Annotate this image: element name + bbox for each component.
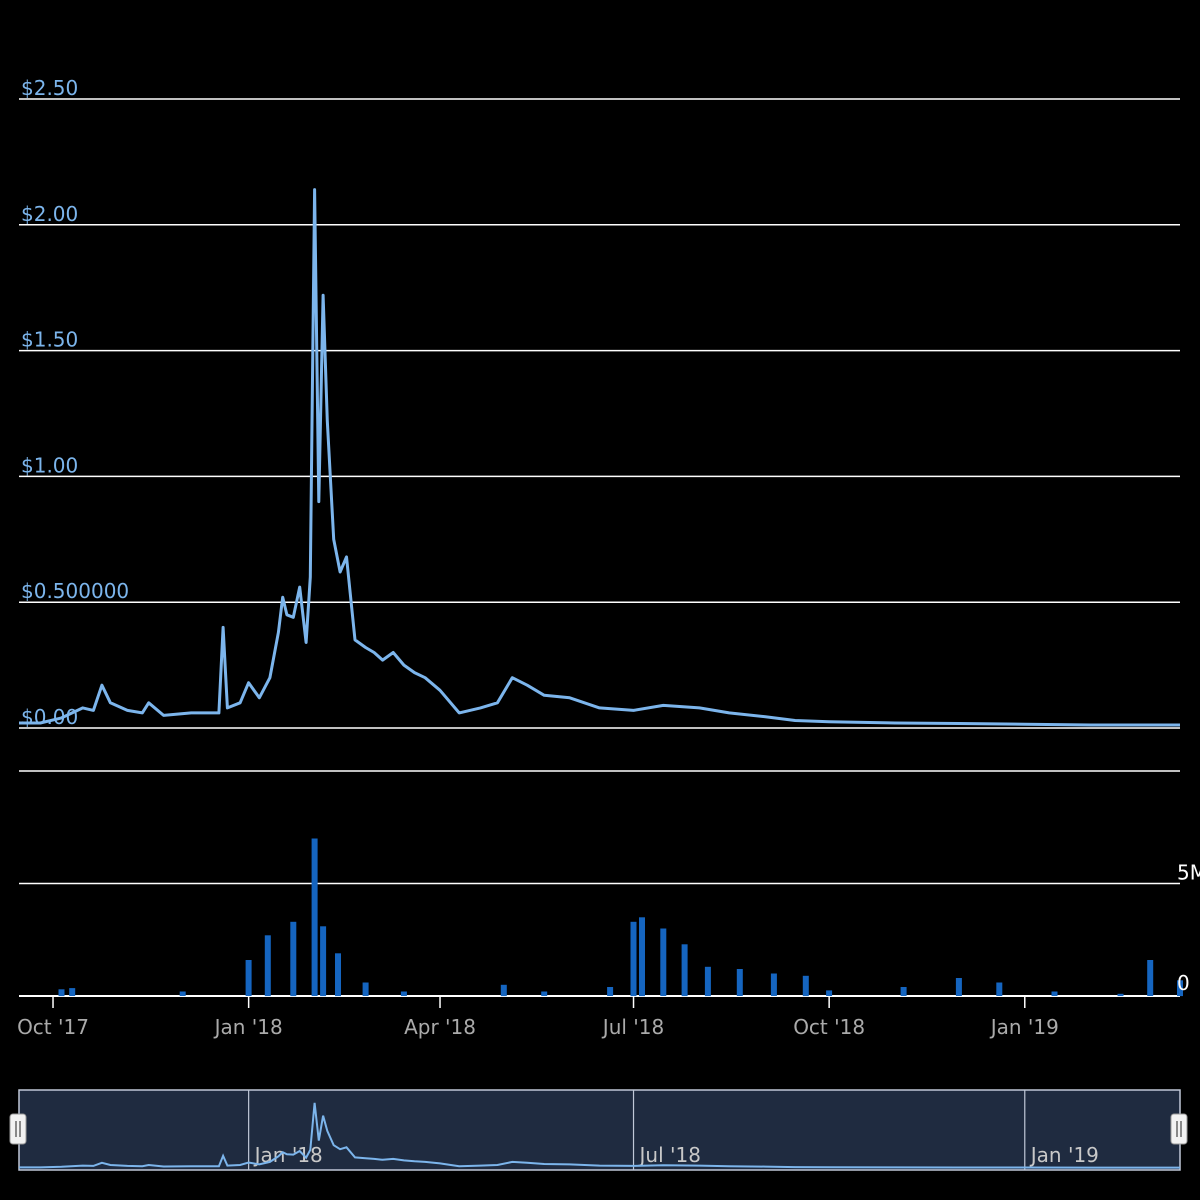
volume-bar [607,987,614,996]
volume-bar [1147,960,1154,996]
volume-bar [541,991,548,996]
price-tick-label: $2.50 [21,76,78,100]
volume-bar [704,966,711,997]
price-tick-label: $1.00 [21,453,78,477]
volume-bar [639,917,645,997]
volume-bar [1177,980,1183,997]
date-tick-label: Jan '18 [213,1015,283,1039]
navigator-handle-left[interactable] [9,1113,27,1145]
volume-grid [19,770,1180,997]
navigator[interactable]: Jan '18 Jul '18 Jan '19 [9,1089,1188,1171]
volume-axis-labels: 5M 0 [1177,861,1200,996]
volume-bar [1051,991,1058,996]
volume-bar [245,960,252,996]
volume-bars [58,838,1183,997]
navigator-handle-right[interactable] [1170,1113,1188,1145]
volume-bar [681,944,688,997]
price-tick-label: $0.00 [21,705,78,729]
navigator-grid: Jan '18 Jul '18 Jan '19 [248,1090,1099,1170]
volume-bar [320,926,327,997]
volume-bar [955,978,962,996]
volume-bar [362,982,369,996]
date-tick-label: Jul '18 [601,1015,664,1039]
volume-bar [770,973,777,996]
volume-bar [630,921,637,997]
navigator-tick-label: Jul '18 [638,1143,701,1167]
navigator-series-line [19,1102,1180,1169]
date-tick-label: Oct '17 [17,1015,89,1039]
navigator-background [18,1089,1181,1171]
volume-bar [500,984,507,997]
volume-bar [996,982,1003,996]
date-tick-label: Apr '18 [404,1015,476,1039]
volume-bar [58,989,65,997]
volume-bar [1117,993,1124,997]
navigator-tick-label: Jan '19 [1029,1143,1099,1167]
volume-bar [69,988,76,996]
date-tick-label: Oct '18 [793,1015,865,1039]
volume-bar [311,838,318,996]
volume-bar [826,990,833,996]
price-grid [19,98,1180,729]
volume-bar [400,991,407,996]
volume-bar [335,953,341,997]
date-axis: Oct '17 Jan '18 Apr '18 Jul '18 Oct '18 Jan '… [17,996,1059,1039]
volume-tick-label: 5M [1177,861,1200,885]
volume-bar [900,987,907,996]
volume-bar [802,975,809,997]
volume-bar [660,928,667,996]
volume-bar [264,935,271,997]
price-axis-labels: $0.00 $0.500000 $1.00 $1.50 $2.00 $2.50 [21,76,129,729]
price-tick-label: $2.00 [21,202,78,226]
volume-bar [290,921,297,997]
volume-tick-label: 0 [1177,971,1190,995]
volume-bar [179,991,186,996]
price-tick-label: $1.50 [21,328,78,352]
price-tick-label: $0.500000 [21,579,129,603]
volume-bar [736,969,743,996]
date-tick-label: Jan '19 [989,1015,1059,1039]
price-series-line [19,188,1180,727]
